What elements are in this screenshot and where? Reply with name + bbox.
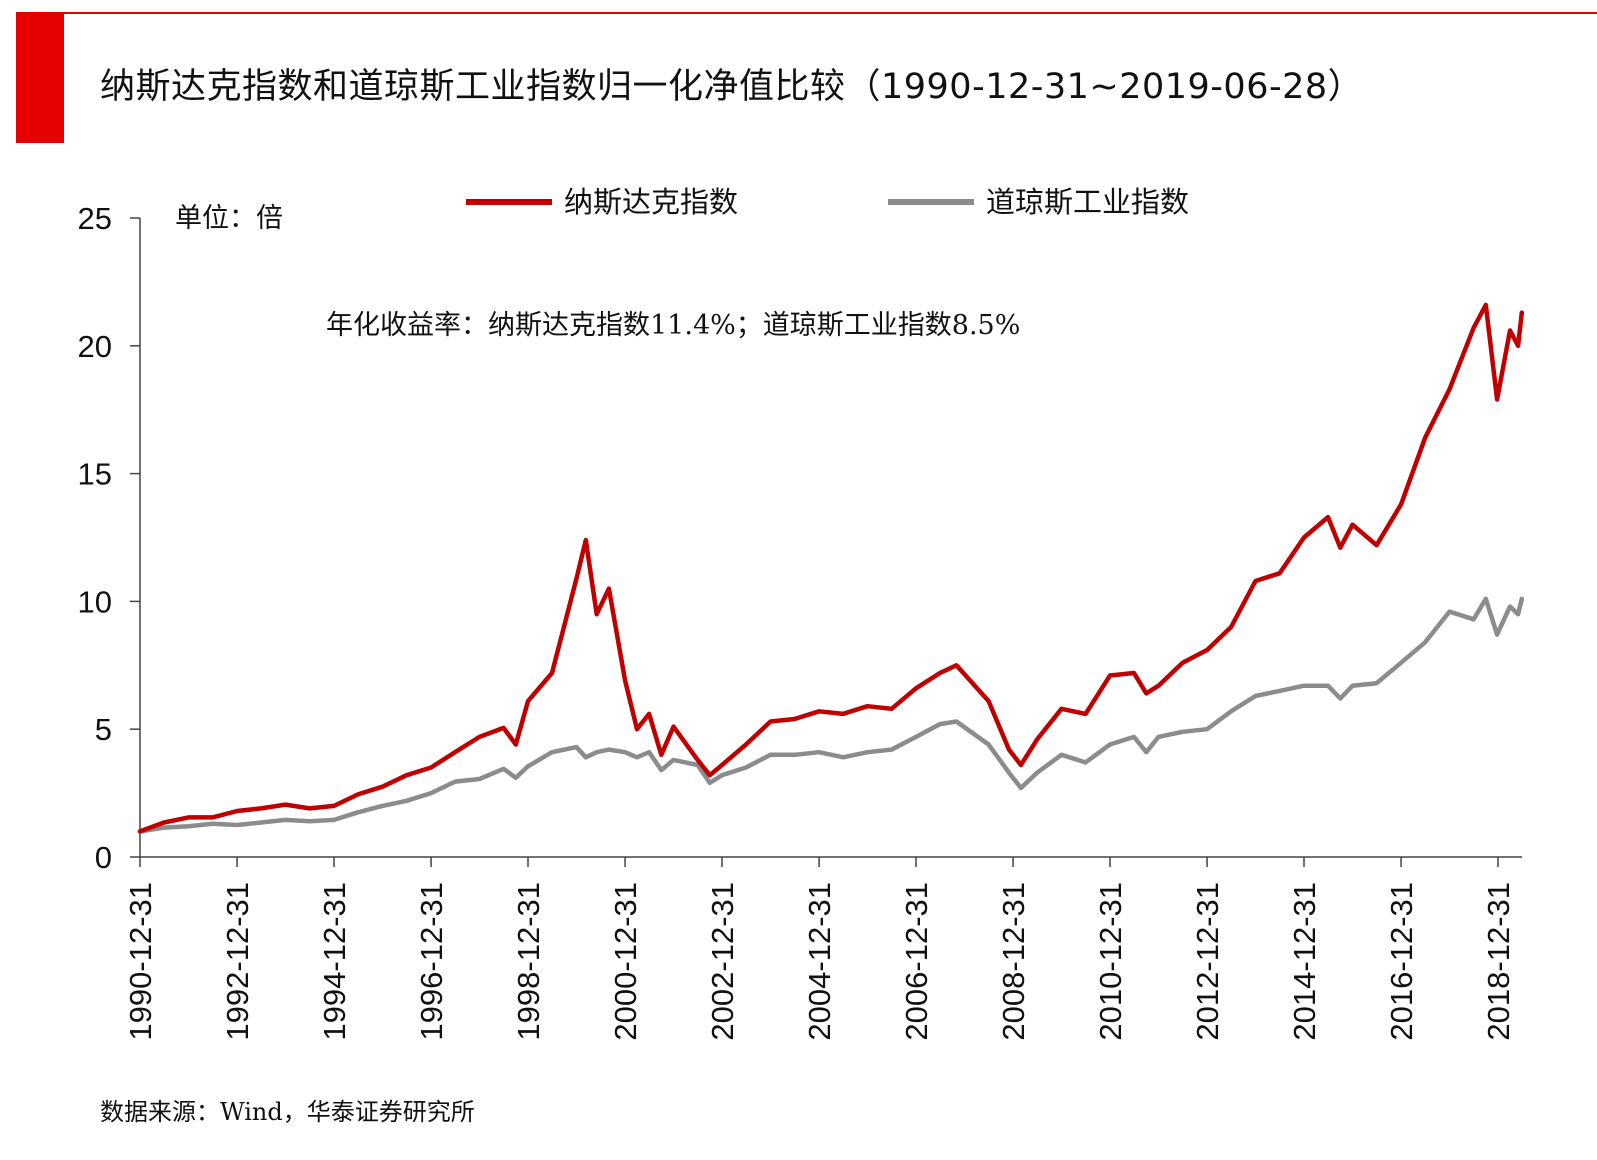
series-group <box>137 302 1525 834</box>
x-tick-label: 1990-12-31 <box>123 882 158 1041</box>
x-tick-label: 2006-12-31 <box>899 882 934 1041</box>
x-tick-label: 2016-12-31 <box>1384 882 1419 1041</box>
x-tick-label: 1996-12-31 <box>414 882 449 1041</box>
legend-label: 道琼斯工业指数 <box>986 185 1189 219</box>
accent-block <box>16 14 64 143</box>
source-note: 数据来源：Wind，华泰证券研究所 <box>100 1098 475 1126</box>
x-tick-label: 2018-12-31 <box>1481 882 1516 1041</box>
annualized-return-annotation: 年化收益率：纳斯达克指数11.4%；道琼斯工业指数8.5% <box>326 310 1020 341</box>
x-tick-label: 2010-12-31 <box>1093 882 1128 1041</box>
x-tick-label: 1994-12-31 <box>317 882 352 1041</box>
y-tick-label: 15 <box>78 457 112 492</box>
series-line <box>137 302 1525 834</box>
x-tick-label: 2002-12-31 <box>705 882 740 1041</box>
unit-label: 单位：倍 <box>175 203 283 234</box>
x-tick-label: 2004-12-31 <box>802 882 837 1041</box>
y-axis: 0 5 10 15 20 25 <box>78 201 141 875</box>
legend-label: 纳斯达克指数 <box>564 185 738 219</box>
y-tick-label: 10 <box>78 584 112 619</box>
x-tick-label: 2012-12-31 <box>1190 882 1225 1041</box>
page-title: 纳斯达克指数和道琼斯工业指数归一化净值比较（1990-12-31~2019-06… <box>100 67 1364 107</box>
x-tick-label: 1992-12-31 <box>220 882 255 1041</box>
x-axis: 1990-12-31 1992-12-31 1994-12-31 1996-12-31… <box>123 856 1522 1041</box>
y-tick-label: 5 <box>95 712 112 747</box>
x-tick-label: 2014-12-31 <box>1287 882 1322 1041</box>
line-chart: 0 5 10 15 20 25 1990-12-31 1992-12-31 1994-12-3… <box>78 185 1525 1041</box>
y-tick-label: 0 <box>95 840 112 875</box>
y-tick-label: 20 <box>78 329 112 364</box>
legend: 纳斯达克指数 道琼斯工业指数 <box>466 185 1189 219</box>
x-tick-label: 2008-12-31 <box>996 882 1031 1041</box>
x-tick-label: 2000-12-31 <box>608 882 643 1041</box>
header-rule <box>16 12 1597 14</box>
x-tick-label: 1998-12-31 <box>511 882 546 1041</box>
series-line <box>137 596 1525 834</box>
y-tick-label: 25 <box>78 201 112 236</box>
